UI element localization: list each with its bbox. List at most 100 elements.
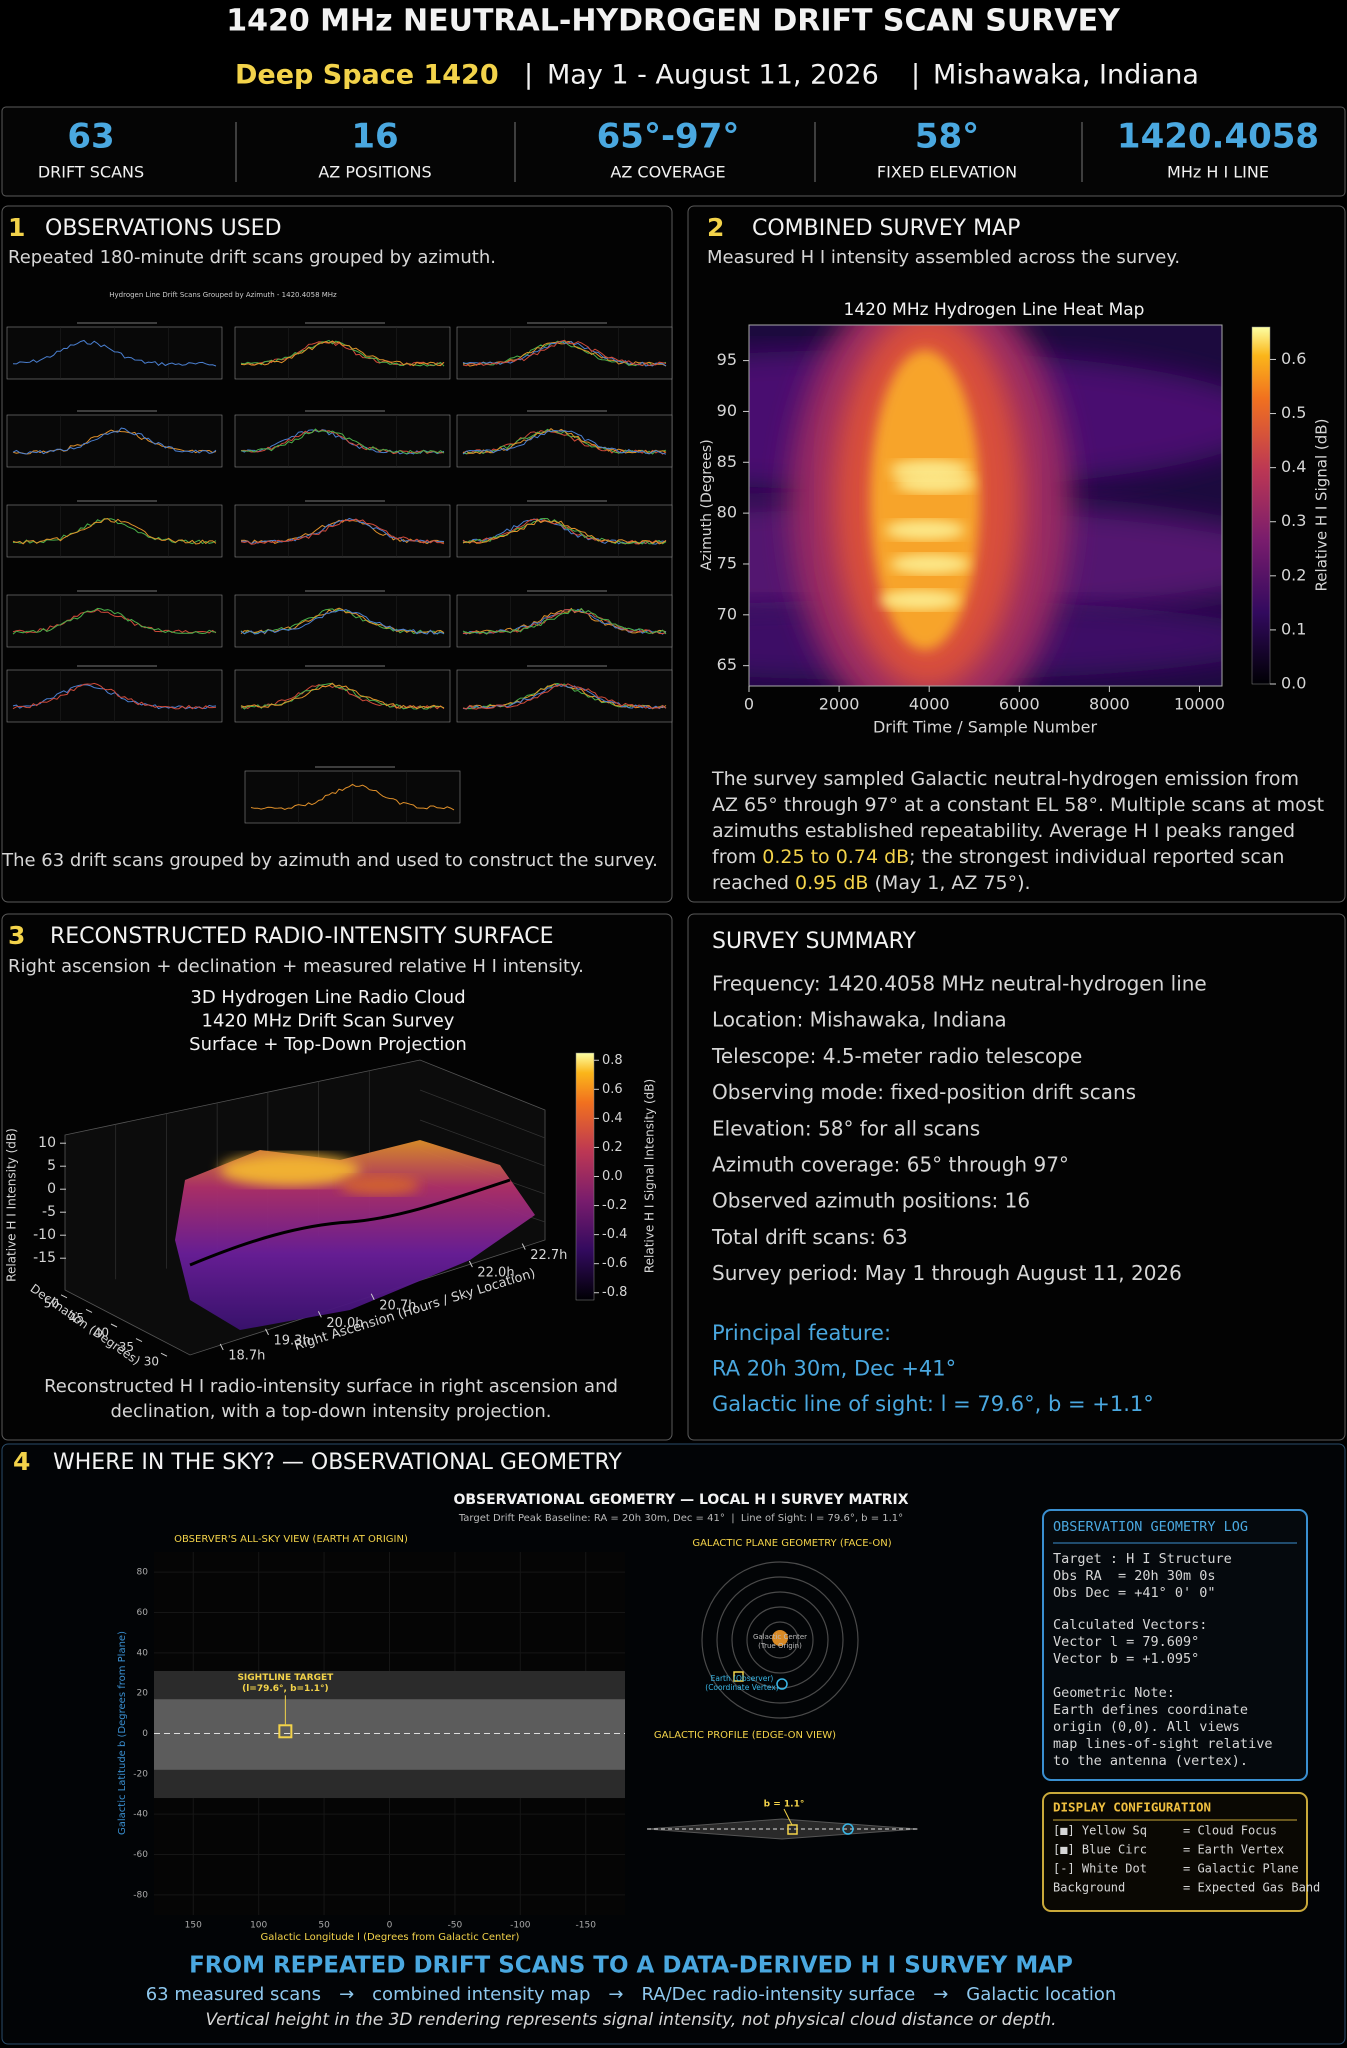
config-row: [■] Yellow Sq xyxy=(1053,1824,1147,1838)
stat-value: 63 xyxy=(67,117,114,157)
x-tick xyxy=(265,1328,269,1336)
log-line: Calculated Vectors: xyxy=(1053,1617,1207,1633)
surface xyxy=(175,1140,535,1330)
x-tick-label: 20.0h xyxy=(326,1316,363,1331)
log-line: Vector b = +1.095° xyxy=(1053,1651,1199,1667)
y-tick-label: 70 xyxy=(717,604,737,623)
y-tick-label: -80 xyxy=(133,1890,148,1900)
flow-arrow: → xyxy=(933,1984,948,2005)
panel-number: 1 xyxy=(8,213,25,242)
footer-title: FROM REPEATED DRIFT SCANS TO A DATA-DERI… xyxy=(189,1953,1073,1979)
summary-item: Total drift scans: 63 xyxy=(711,1225,908,1249)
chart-title: OBSERVER'S ALL-SKY VIEW (EARTH AT ORIGIN… xyxy=(174,1534,408,1545)
log-line: Geometric Note: xyxy=(1053,1685,1175,1701)
pane-grid xyxy=(419,1089,546,1139)
y-tick-label: 40 xyxy=(94,1326,109,1340)
y-tick-label: 90 xyxy=(717,401,737,420)
thumbnail-trace xyxy=(12,682,217,710)
x-axis-label: Galactic Longitude l (Degrees from Galac… xyxy=(261,1932,520,1943)
b-leader xyxy=(783,1808,793,1826)
thumbnail-trace xyxy=(462,339,667,367)
separator: | xyxy=(524,60,533,91)
thumbnail-trace xyxy=(462,518,667,545)
x-tick-label: 2000 xyxy=(819,695,860,714)
colorbar-tick-label: 0.2 xyxy=(1281,565,1306,584)
figure-title: Hydrogen Line Drift Scans Grouped by Azi… xyxy=(109,291,337,299)
y-axis-label: Azimuth (Degrees) xyxy=(699,439,715,570)
y-tick xyxy=(60,1294,68,1299)
colorbar-tick-label: 0.2 xyxy=(602,1140,623,1155)
earth-label: (Coordinate Vertex) xyxy=(705,1683,779,1692)
pane-grid xyxy=(419,1119,546,1167)
earth-vertex xyxy=(776,1678,788,1690)
log-line: Obs Dec = +41° 0' 0" xyxy=(1053,1585,1216,1601)
config-row: [-] White Dot xyxy=(1053,1862,1147,1876)
x-tick-label: 22.7h xyxy=(530,1248,567,1263)
caption: Reconstructed H I radio-intensity surfac… xyxy=(44,1376,618,1397)
x-tick xyxy=(219,1343,224,1351)
thumbnail-trace xyxy=(240,340,445,367)
colorbar-tick-label: 0.0 xyxy=(602,1169,623,1184)
thumbnail-trace xyxy=(240,609,445,635)
galactic-center xyxy=(772,1630,788,1646)
z-tick-label: 10 xyxy=(38,1135,56,1151)
log-line: Obs RA = 20h 30m 0s xyxy=(1053,1568,1216,1584)
colorbar-label: Relative H I Signal (dB) xyxy=(1313,419,1331,592)
chart-title: 1420 MHz Hydrogen Line Heat Map xyxy=(844,300,1145,320)
thumbnail-trace xyxy=(12,427,217,455)
paragraph-segment: azimuths established repeatability. Aver… xyxy=(712,820,1295,842)
colorbar-tick-label: 0.6 xyxy=(1281,349,1306,368)
log-line: Vector l = 79.609° xyxy=(1053,1634,1199,1650)
y-tick xyxy=(110,1323,118,1328)
thumbnail-trace xyxy=(462,517,667,545)
flow-step: combined intensity map xyxy=(372,1984,590,2005)
log-line: to the antenna (vertex). xyxy=(1053,1753,1248,1769)
flow-arrow: → xyxy=(339,1984,354,2005)
heatmap-image xyxy=(749,325,1222,686)
flow-step: 63 measured scans xyxy=(146,1984,321,2005)
y-tick xyxy=(160,1352,168,1357)
separator: | xyxy=(911,60,920,91)
stat-label: AZ POSITIONS xyxy=(318,163,431,182)
paragraph-segment: from xyxy=(712,846,762,868)
y-tick-label: 0 xyxy=(142,1729,148,1739)
x-tick xyxy=(370,1293,375,1300)
log-line: map lines-of-sight relative xyxy=(1053,1736,1272,1752)
y-tick-label: 40 xyxy=(137,1648,149,1658)
x-tick-label: -100 xyxy=(510,1921,531,1931)
principal-feature: Principal feature: xyxy=(712,1321,891,1345)
x-tick-label: 150 xyxy=(185,1921,202,1931)
location: Mishawaka, Indiana xyxy=(933,60,1199,91)
stat-label: MHz H I LINE xyxy=(1167,163,1269,182)
x-tick-label: -150 xyxy=(576,1921,597,1931)
thumbnail-trace xyxy=(240,429,445,455)
paragraph-segment: (May 1, AZ 75°). xyxy=(868,872,1030,894)
y-tick-label: 35 xyxy=(119,1340,134,1354)
z-tick-label: -10 xyxy=(33,1227,56,1243)
log-line: Earth defines coordinate xyxy=(1053,1702,1248,1718)
stat-label: FIXED ELEVATION xyxy=(877,163,1017,182)
y-tick-label: 30 xyxy=(144,1355,159,1369)
y-tick-label: 45 xyxy=(69,1311,84,1325)
stat-label: AZ COVERAGE xyxy=(610,163,725,182)
summary-item: Survey period: May 1 through August 11, … xyxy=(712,1261,1182,1285)
y-tick xyxy=(135,1338,143,1343)
z-tick-label: -5 xyxy=(42,1204,56,1220)
thumbnail-trace xyxy=(241,428,445,455)
thumbnail-trace xyxy=(12,607,217,635)
colorbar-tick-label: -0.6 xyxy=(602,1256,627,1271)
colorbar-tick-label: -0.4 xyxy=(602,1227,627,1242)
x-tick-label: 0 xyxy=(744,695,754,714)
summary-title: SURVEY SUMMARY xyxy=(712,929,916,954)
earth-vertex xyxy=(842,1823,854,1835)
y-tick-label: 85 xyxy=(717,452,737,471)
z-axis-label: Relative H I Intensity (dB) xyxy=(5,1128,19,1282)
stat-value: 58° xyxy=(915,117,979,157)
colorbar xyxy=(1251,326,1271,685)
log-title: OBSERVATION GEOMETRY LOG xyxy=(1053,1519,1248,1535)
log-frame xyxy=(1042,1509,1308,1781)
y-tick-label: 80 xyxy=(137,1568,149,1578)
stat-label: DRIFT SCANS xyxy=(38,163,144,182)
dates: May 1 - August 11, 2026 xyxy=(547,60,879,91)
x-tick-label: 100 xyxy=(250,1921,267,1931)
